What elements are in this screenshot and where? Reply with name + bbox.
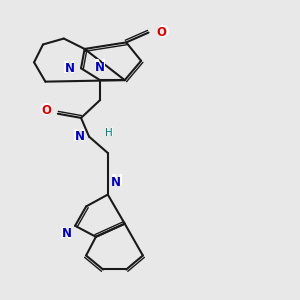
Text: N: N	[111, 176, 121, 189]
Text: N: N	[64, 62, 74, 75]
Text: N: N	[61, 227, 71, 240]
Text: O: O	[156, 25, 168, 40]
Text: H: H	[105, 128, 113, 138]
Text: N: N	[72, 129, 85, 144]
Text: N: N	[59, 227, 71, 242]
Text: H: H	[105, 126, 114, 139]
Text: O: O	[156, 26, 166, 39]
Text: O: O	[41, 104, 51, 117]
Text: O: O	[39, 103, 51, 118]
Text: N: N	[94, 58, 106, 74]
Text: N: N	[62, 61, 74, 76]
Text: N: N	[111, 174, 123, 189]
Text: N: N	[95, 61, 105, 74]
Text: N: N	[75, 130, 85, 143]
